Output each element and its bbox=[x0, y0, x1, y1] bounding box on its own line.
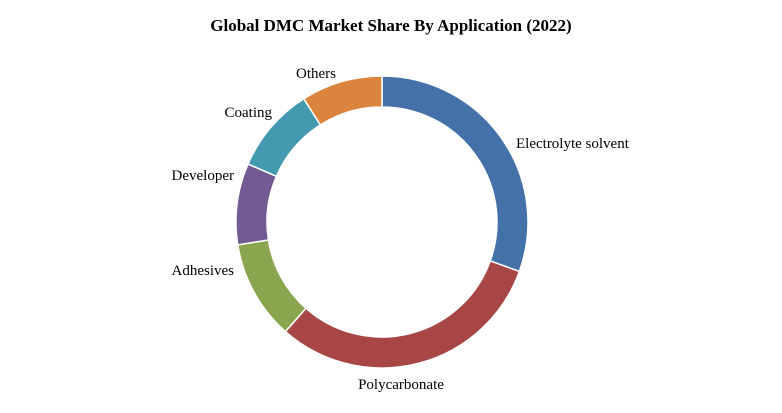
slice-label-coating: Coating bbox=[225, 105, 273, 121]
slice-label-others: Others bbox=[296, 66, 336, 82]
chart-title: Global DMC Market Share By Application (… bbox=[210, 16, 572, 35]
slice-label-polycarbonate: Polycarbonate bbox=[358, 377, 444, 393]
slice-label-electrolyte-solvent: Electrolyte solvent bbox=[516, 136, 630, 152]
slice-electrolyte-solvent bbox=[381, 75, 529, 273]
slice-polycarbonate bbox=[284, 259, 521, 369]
slice-labels: Electrolyte solvent Polycarbonate Adhesive… bbox=[172, 66, 630, 393]
slice-others bbox=[302, 75, 383, 126]
slice-label-adhesives: Adhesives bbox=[172, 263, 235, 279]
slice-developer bbox=[235, 163, 278, 246]
donut-slices bbox=[235, 75, 529, 369]
slice-adhesives bbox=[236, 239, 308, 333]
slice-label-developer: Developer bbox=[172, 168, 234, 184]
